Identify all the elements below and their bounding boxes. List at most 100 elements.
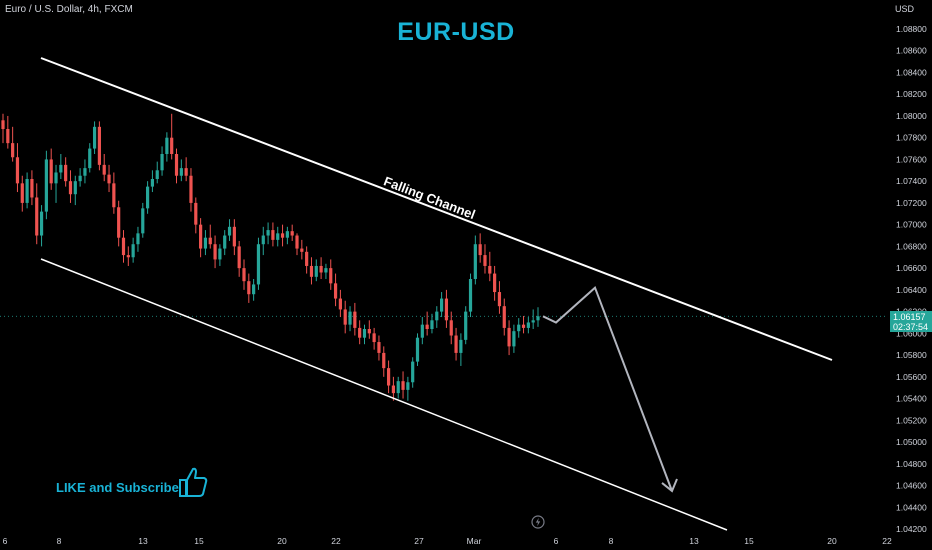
candle xyxy=(30,170,34,206)
y-tick-label: 1.07200 xyxy=(896,198,927,208)
candle xyxy=(382,346,386,377)
candle xyxy=(314,259,318,282)
candle xyxy=(174,148,179,184)
candle-body xyxy=(64,164,68,182)
candle xyxy=(497,281,502,314)
candle-body xyxy=(117,207,121,238)
candle-body xyxy=(145,186,150,209)
candle xyxy=(126,246,130,266)
candle-body xyxy=(459,339,463,353)
candle xyxy=(454,327,458,361)
candle xyxy=(449,311,453,345)
candle-body xyxy=(247,281,251,295)
candle-body xyxy=(285,231,289,238)
channel-lower-line xyxy=(40,258,728,531)
candle xyxy=(117,200,121,247)
candle-body xyxy=(425,324,429,329)
candle-body xyxy=(141,208,145,234)
candle xyxy=(420,317,424,345)
candle-body xyxy=(208,237,212,245)
candle xyxy=(145,181,150,214)
candle-body xyxy=(444,298,449,321)
candle-body xyxy=(497,292,502,307)
x-tick-label: 15 xyxy=(744,536,754,546)
y-tick-label: 1.05200 xyxy=(896,415,927,425)
candle-body xyxy=(194,202,198,225)
candle xyxy=(483,244,487,274)
candle-body xyxy=(309,265,314,277)
candle-body xyxy=(35,197,39,236)
candle xyxy=(353,302,357,336)
candle-body xyxy=(218,248,222,260)
y-tick-label: 1.08800 xyxy=(896,24,927,34)
candle-body xyxy=(411,361,415,383)
candle xyxy=(435,306,439,328)
candle-body xyxy=(333,283,338,299)
lightning-icon[interactable] xyxy=(531,515,545,529)
y-tick-label: 1.04600 xyxy=(896,481,927,491)
y-tick-label: 1.08400 xyxy=(896,67,927,77)
candle xyxy=(493,265,497,301)
candle-body xyxy=(150,179,155,187)
candle-body xyxy=(536,316,540,321)
candle-body xyxy=(367,329,371,334)
candle-body xyxy=(170,137,174,154)
candle xyxy=(468,273,473,318)
candle xyxy=(227,219,232,241)
candle-body xyxy=(502,306,506,328)
candle xyxy=(338,289,342,318)
candle xyxy=(44,150,48,220)
candle xyxy=(88,143,92,173)
candle-body xyxy=(126,255,130,258)
candle xyxy=(531,309,535,329)
candle-body xyxy=(473,244,477,279)
candle-body xyxy=(25,179,29,203)
candle-body xyxy=(189,175,193,203)
y-tick-label: 1.07600 xyxy=(896,154,927,164)
y-tick-label: 1.05600 xyxy=(896,372,927,382)
candle-body xyxy=(11,143,15,158)
candle xyxy=(406,376,410,401)
candle-body xyxy=(468,279,473,312)
candle xyxy=(367,320,371,339)
candle xyxy=(83,159,87,184)
candle-body xyxy=(290,231,294,236)
candle xyxy=(430,313,434,334)
candle-body xyxy=(165,137,169,154)
candle xyxy=(473,235,477,285)
x-tick-label: 22 xyxy=(882,536,892,546)
candle-body xyxy=(237,246,241,269)
y-tick-label: 1.08000 xyxy=(896,111,927,121)
candle-body xyxy=(39,211,44,236)
candle-body xyxy=(261,235,265,245)
candle xyxy=(136,226,140,252)
candle-body xyxy=(203,237,208,249)
x-tick-label: 27 xyxy=(414,536,424,546)
candle-body xyxy=(1,120,5,129)
currency-label: USD xyxy=(895,4,915,14)
candle xyxy=(242,259,246,290)
candle-body xyxy=(507,327,511,347)
candle-body xyxy=(68,181,73,195)
candle xyxy=(391,376,396,401)
candle-body xyxy=(92,126,97,149)
x-tick-label: 15 xyxy=(194,536,204,546)
candle-body xyxy=(521,324,526,328)
candle xyxy=(102,154,106,182)
candle-body xyxy=(136,233,140,245)
candle-body xyxy=(54,172,58,184)
y-tick-label: 1.08600 xyxy=(896,46,927,56)
y-tick-label: 1.05400 xyxy=(896,394,927,404)
candle-body xyxy=(517,324,521,332)
candle-body xyxy=(415,337,420,362)
candle-body xyxy=(280,233,285,238)
candle xyxy=(252,279,256,301)
candle-body xyxy=(324,268,328,273)
candle xyxy=(502,298,506,336)
candle xyxy=(97,121,101,171)
y-tick-label: 1.07400 xyxy=(896,176,927,186)
candle xyxy=(218,244,222,266)
candle xyxy=(271,222,275,247)
candle xyxy=(295,233,299,256)
